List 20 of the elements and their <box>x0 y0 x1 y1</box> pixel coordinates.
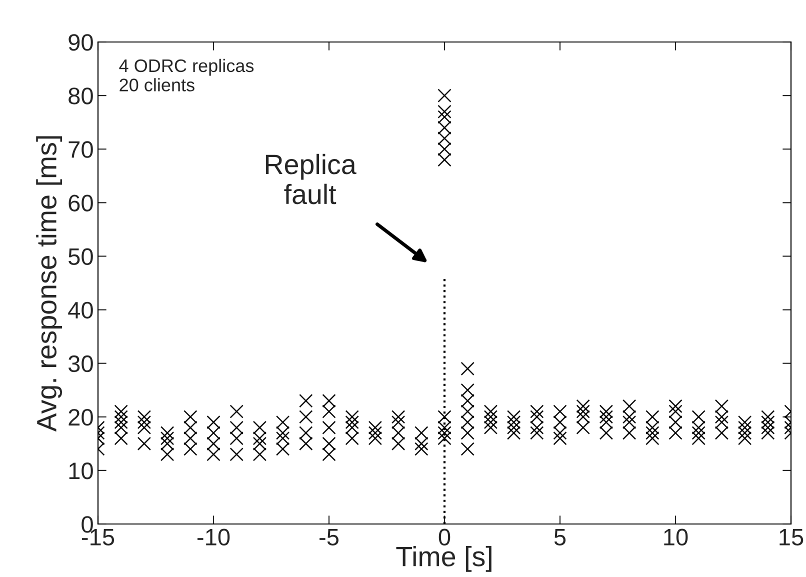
x-tick-label: 10 <box>664 528 688 546</box>
x-tick-label: -10 <box>197 528 230 546</box>
x-tick-label: 15 <box>780 529 804 546</box>
x-axis-title: Time [s] <box>396 546 492 572</box>
y-tick-label: 80 <box>68 88 93 104</box>
annotation: 4 ODRC replicas <box>119 58 254 76</box>
x-tick-label: 0 <box>438 528 450 546</box>
annotation: 20 clients <box>120 78 194 92</box>
annotation: Replica fault <box>266 154 356 204</box>
y-tick-label: 50 <box>68 248 93 266</box>
y-tick-label: 40 <box>68 302 93 319</box>
y-tick-label: 60 <box>68 194 93 212</box>
y-tick-label: 90 <box>68 34 93 51</box>
y-tick-label: 20 <box>68 408 93 426</box>
y-tick-label: 10 <box>69 462 93 480</box>
y-tick-label: 70 <box>68 141 93 158</box>
y-axis-title: Avg. response time [ms] <box>36 136 62 432</box>
x-tick-label: 5 <box>554 529 566 546</box>
y-tick-label: 30 <box>68 355 93 372</box>
x-tick-label: -5 <box>320 529 339 546</box>
